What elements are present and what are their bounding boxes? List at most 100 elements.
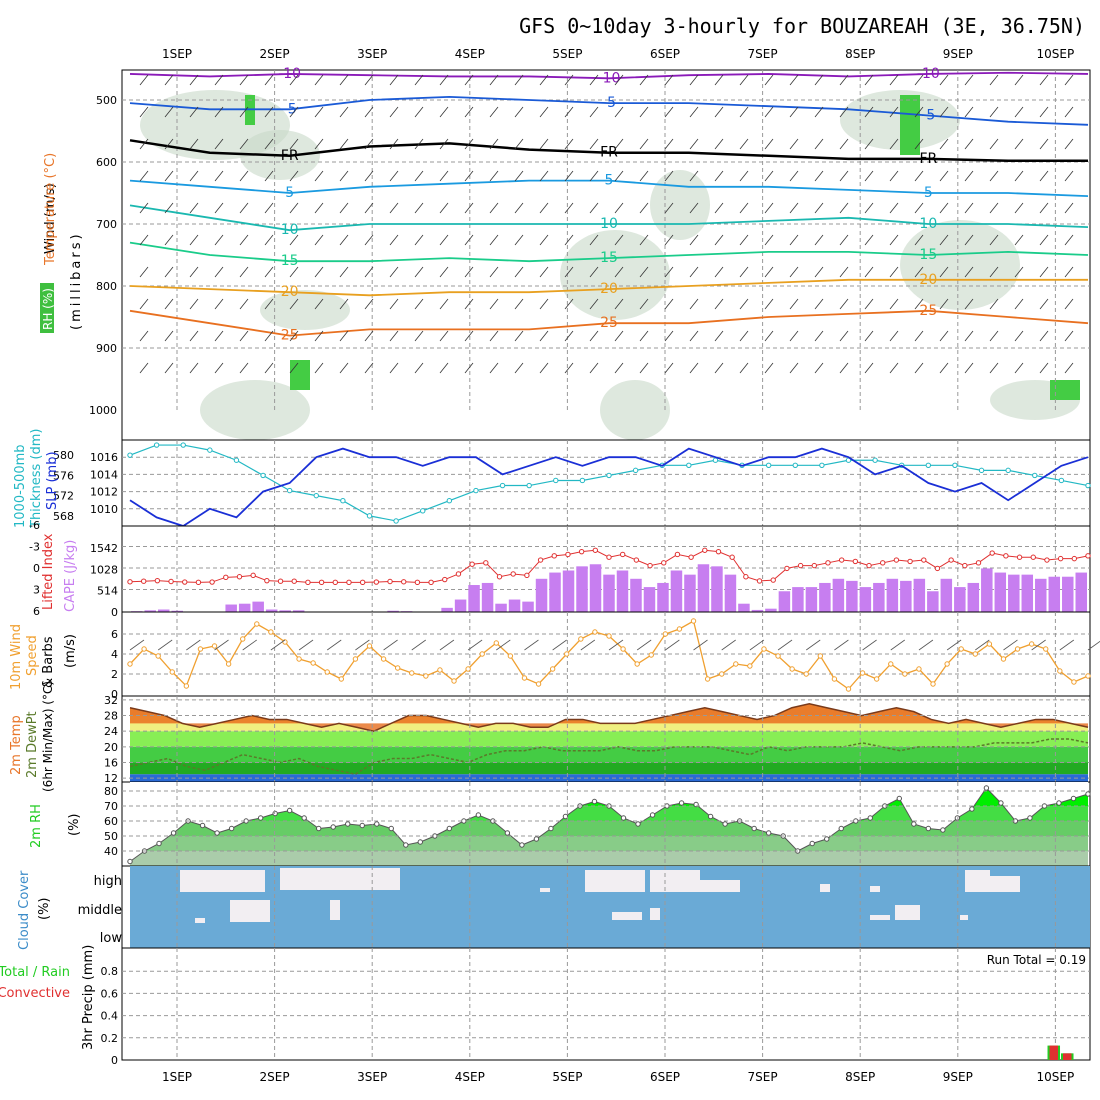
cape-li-panel: -6 -3 0 3 6 1542 1028 514 0 Lifted Index CAPE (J… bbox=[29, 519, 1091, 619]
wind-speed-line-point bbox=[507, 653, 514, 659]
temp-label-a: 2m Temp bbox=[9, 715, 24, 775]
thickness-line-point bbox=[765, 462, 772, 468]
cloud-panel: Cloud Cover (%) high middle low bbox=[17, 865, 1091, 950]
upper-wind-barb bbox=[489, 74, 499, 86]
upper-wind-barb bbox=[964, 298, 974, 310]
isotherm-label: 5 bbox=[285, 185, 294, 201]
lifted-index-line-point bbox=[250, 572, 256, 579]
wind-speed-line-point bbox=[254, 621, 260, 627]
wind-barb bbox=[355, 639, 370, 651]
wind-barb bbox=[918, 639, 934, 651]
rh-line-point bbox=[359, 822, 365, 829]
upper-wind-barb bbox=[439, 138, 449, 150]
upper-wind-barb bbox=[689, 234, 699, 246]
rh-line-point bbox=[272, 810, 278, 817]
upper-wind-barb bbox=[1014, 202, 1024, 214]
upper-wind-barb bbox=[739, 74, 749, 86]
rh-tick: 80 bbox=[104, 785, 118, 798]
upper-wind-barb bbox=[564, 234, 574, 246]
lifted-index-line-point bbox=[277, 578, 284, 584]
upper-wind-barb bbox=[664, 74, 674, 86]
upper-wind-barb bbox=[714, 362, 724, 374]
wind-barb bbox=[129, 639, 145, 651]
upper-wind-barb bbox=[989, 202, 999, 214]
date-label-top: 1SEP bbox=[162, 47, 192, 61]
rh-shading bbox=[650, 170, 710, 240]
lifted-index-line-point bbox=[524, 572, 530, 579]
upper-wind-barb bbox=[1039, 106, 1049, 118]
cape-bar bbox=[697, 564, 710, 612]
temp-band bbox=[130, 731, 1088, 747]
isotherm-label: FR bbox=[919, 151, 937, 167]
wind-speed-line-point bbox=[324, 669, 330, 675]
rh-line-point bbox=[228, 825, 235, 832]
upper-wind-barb bbox=[214, 266, 224, 278]
wind-tick: 2 bbox=[111, 668, 118, 681]
upper-wind-barb bbox=[389, 202, 399, 214]
cape-bar bbox=[292, 610, 305, 612]
cape-bar bbox=[1048, 576, 1061, 612]
upper-wind-barb bbox=[789, 170, 799, 182]
cloud-cell bbox=[960, 915, 968, 920]
upper-wind-barb bbox=[839, 330, 849, 342]
upper-wind-barb bbox=[1039, 202, 1049, 214]
upper-wind-barb bbox=[614, 234, 624, 246]
cloud-cell bbox=[820, 884, 830, 892]
lifted-index-line-point bbox=[387, 578, 393, 585]
upper-wind-barb bbox=[339, 106, 349, 118]
upper-wind-barb bbox=[914, 362, 924, 374]
cape-bar bbox=[981, 568, 993, 612]
rh-line-point bbox=[722, 821, 728, 827]
upper-wind-barb bbox=[989, 106, 999, 118]
temp-band bbox=[130, 746, 1088, 763]
upper-wind-barb bbox=[564, 74, 574, 86]
lifted-index-line-point bbox=[305, 579, 311, 586]
upper-wind-barb bbox=[639, 106, 649, 118]
upper-wind-barb bbox=[889, 170, 899, 182]
rh-band bbox=[130, 836, 1088, 851]
pressure-tick: 700 bbox=[96, 218, 117, 231]
rh-line-point bbox=[475, 812, 482, 818]
rh-line-point bbox=[519, 842, 525, 848]
wind-speed-line-point bbox=[1057, 668, 1063, 674]
upper-wind-barb bbox=[914, 330, 924, 342]
cape-bar bbox=[387, 610, 399, 612]
rh-line-point bbox=[620, 815, 627, 821]
upper-wind-barb bbox=[689, 298, 699, 310]
upper-wind-barb bbox=[164, 298, 174, 310]
upper-wind-barb bbox=[439, 170, 449, 182]
upper-wind-barb bbox=[1014, 330, 1024, 342]
lifted-index-line-point bbox=[442, 576, 448, 583]
rh-line-point bbox=[388, 825, 394, 832]
wind-barb bbox=[496, 639, 511, 651]
lifted-index-line-point bbox=[1003, 553, 1009, 559]
rh-shading bbox=[900, 220, 1020, 310]
upper-wind-barb bbox=[564, 362, 574, 374]
cape-bar bbox=[535, 578, 548, 612]
temp-tick: 32 bbox=[104, 694, 118, 707]
upper-wind-barb bbox=[639, 138, 649, 150]
upper-wind-barb bbox=[714, 234, 724, 246]
upper-wind-barb bbox=[564, 298, 574, 310]
pressure-tick: 500 bbox=[96, 94, 117, 107]
upper-wind-barb bbox=[214, 362, 224, 374]
isotherm-5 bbox=[129, 179, 1089, 197]
upper-wind-barb bbox=[839, 138, 849, 150]
upper-wind-barb bbox=[1039, 298, 1049, 310]
thickness-line-point bbox=[233, 457, 240, 463]
upper-wind-barb bbox=[239, 298, 249, 310]
slp-tick: 1010 bbox=[90, 503, 118, 516]
slp-frame bbox=[121, 439, 1091, 527]
upper-wind-barb bbox=[864, 106, 874, 118]
lifted-index-line-point bbox=[661, 560, 667, 566]
lifted-index-line-point bbox=[715, 548, 722, 555]
isotherm-20 bbox=[129, 278, 1088, 297]
upper-wind-barb bbox=[564, 266, 574, 278]
isotherm-label: -10 bbox=[278, 66, 301, 82]
upper-wind-barb bbox=[339, 362, 349, 374]
upper-wind-barb bbox=[464, 170, 474, 182]
upper-wind-barb bbox=[264, 330, 274, 342]
upper-wind-barb bbox=[614, 106, 624, 118]
rh-line-point bbox=[765, 830, 772, 836]
date-label-top: 8SEP bbox=[845, 47, 875, 61]
